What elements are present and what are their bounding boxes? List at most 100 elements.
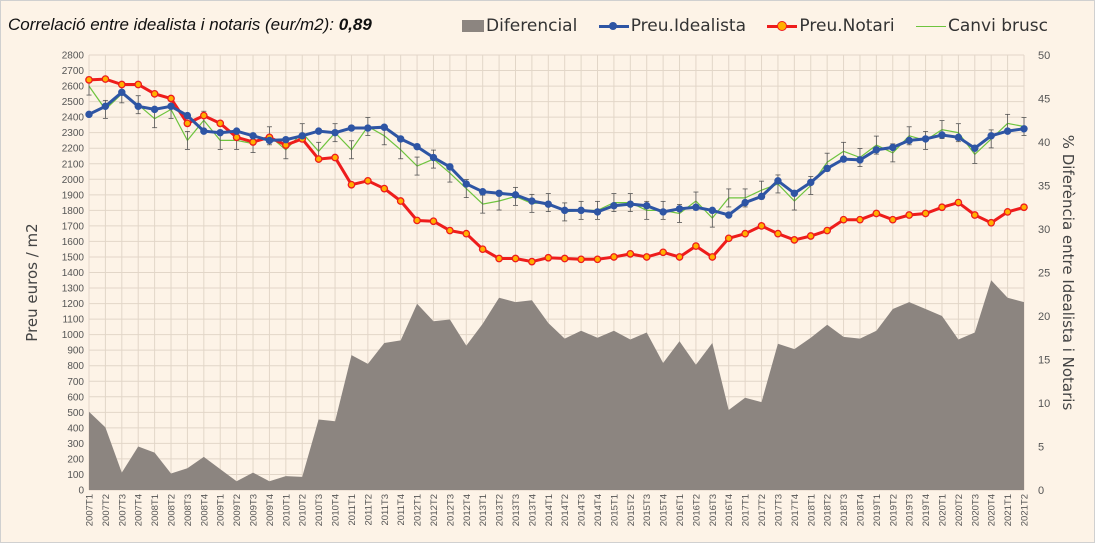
preu-idealista-point <box>200 127 208 135</box>
x-tick-label: 2008T4 <box>199 494 210 526</box>
x-tick-label: 2013T3 <box>511 494 522 526</box>
x-tick-label: 2015T4 <box>659 494 670 526</box>
preu-idealista-point <box>626 200 635 208</box>
x-tick-label: 2014T3 <box>577 494 588 526</box>
x-tick-label: 2021T1 <box>1003 494 1014 526</box>
legend-item-diferencial: Diferencial <box>462 16 577 36</box>
x-tick-label: 2010T4 <box>331 494 342 526</box>
x-tick-label: 2019T1 <box>872 494 883 526</box>
title-text: Correlació entre idealista i notaris (eu… <box>8 15 334 34</box>
preu-notari-point <box>888 215 897 224</box>
preu-idealista-point <box>232 127 241 135</box>
preu-idealista-point <box>150 105 159 114</box>
y-tick-label: 500 <box>67 408 84 419</box>
x-tick-label: 2016T4 <box>724 494 735 526</box>
preu-idealista-point <box>1020 125 1028 133</box>
x-tick-label: 2018T4 <box>855 494 866 526</box>
canvi-brusc-line <box>88 85 1025 220</box>
preu-notari-point <box>478 245 487 254</box>
y-tick-label: 600 <box>67 392 84 403</box>
chart-title: Correlació entre idealista i notaris (eu… <box>8 15 372 35</box>
preu-notari-point <box>642 253 651 261</box>
y-axis-title: Preu euros / m2 <box>23 223 41 341</box>
preu-notari-point <box>1003 208 1012 216</box>
canvi-brusc-error-bar <box>348 140 354 160</box>
preu-notari-point <box>806 232 815 240</box>
preu-idealista-point <box>347 124 356 132</box>
y2-tick-label: 40 <box>1038 137 1050 149</box>
preu-idealista-point <box>495 189 503 197</box>
preu-idealista-point <box>954 133 963 142</box>
preu-idealista-point <box>921 135 930 143</box>
preu-idealista-point <box>429 153 438 162</box>
y-tick-label: 2200 <box>62 144 85 155</box>
y-tick-label: 300 <box>67 439 84 450</box>
preu-notari-point <box>495 254 503 263</box>
x-tick-label: 2007T4 <box>134 494 145 526</box>
preu-idealista-point <box>643 201 651 210</box>
preu-notari-point <box>249 138 257 146</box>
legend-swatch-canvi-brusc <box>915 25 946 27</box>
preu-idealista-point <box>823 164 831 173</box>
preu-idealista-point <box>314 127 323 135</box>
preu-idealista-point <box>561 206 569 215</box>
y-tick-label: 1000 <box>62 330 85 341</box>
preu-idealista-point <box>708 206 717 215</box>
correlation-value: 0,89 <box>338 15 372 34</box>
x-tick-label: 2010T3 <box>314 494 325 526</box>
y-tick-label: 100 <box>67 470 84 481</box>
x-tick-label: 2007T1 <box>85 494 96 526</box>
legend-swatch-preu-notari <box>767 20 798 31</box>
preu-notari-point <box>528 257 536 266</box>
y2-tick-label: 35 <box>1038 181 1050 193</box>
y2-axis-title: % Diferència entre Idealista i Notaris <box>1059 135 1077 411</box>
preu-notari-point <box>823 226 832 235</box>
x-tick-label: 2011T2 <box>363 494 374 526</box>
x-tick-label: 2008T2 <box>167 494 178 526</box>
x-tick-label: 2017T3 <box>773 494 784 526</box>
y-tick-label: 2000 <box>62 175 85 186</box>
preu-notari-point <box>232 133 241 142</box>
preu-idealista-point <box>544 200 552 208</box>
preu-notari-point <box>872 209 881 218</box>
preu-notari-point <box>970 211 979 219</box>
y-tick-label: 800 <box>67 361 84 372</box>
preu-notari-point <box>593 255 602 264</box>
legend-label-diferencial: Diferencial <box>486 16 578 36</box>
y2-tick-label: 50 <box>1038 50 1050 62</box>
x-tick-label: 2010T1 <box>281 494 292 526</box>
x-tick-label: 2007T3 <box>117 494 128 526</box>
right-axis-ticks: 0 5 10 15 20 25 30 35 40 45 50 <box>1038 50 1050 497</box>
preu-notari-point <box>150 89 159 98</box>
preu-notari-point <box>741 229 749 238</box>
preu-idealista-point <box>790 189 799 197</box>
preu-idealista-point <box>675 205 684 213</box>
x-tick-label: 2008T1 <box>150 494 161 526</box>
x-tick-label: 2014T4 <box>593 494 604 526</box>
preu-idealista-series <box>85 88 1028 219</box>
preu-idealista-point <box>856 156 864 164</box>
preu-notari-point <box>544 253 553 262</box>
x-tick-label: 2020T3 <box>970 494 981 526</box>
preu-idealista-point <box>101 102 110 110</box>
legend-label-preu-notari: Preu.Notari <box>799 16 895 36</box>
preu-idealista-point <box>478 188 487 196</box>
preu-idealista-point <box>938 131 946 139</box>
y-tick-label: 1800 <box>62 206 85 217</box>
preu-idealista-point <box>298 132 306 140</box>
preu-notari-point <box>101 75 110 83</box>
x-tick-label: 2007T2 <box>101 494 112 526</box>
x-tick-label: 2019T4 <box>921 494 932 526</box>
x-tick-label: 2017T4 <box>790 494 801 526</box>
preu-notari-point <box>921 209 930 218</box>
x-tick-label: 2019T2 <box>888 494 899 526</box>
preu-notari-point <box>134 80 143 89</box>
x-tick-label: 2013T1 <box>478 494 489 526</box>
y-tick-label: 1200 <box>62 299 85 310</box>
y2-tick-label: 45 <box>1038 94 1050 106</box>
preu-notari-point <box>85 76 93 84</box>
x-tick-label: 2015T2 <box>626 494 637 526</box>
preu-idealista-point <box>839 155 848 163</box>
x-tick-label: 2016T1 <box>675 494 686 526</box>
y-tick-label: 700 <box>67 377 84 388</box>
